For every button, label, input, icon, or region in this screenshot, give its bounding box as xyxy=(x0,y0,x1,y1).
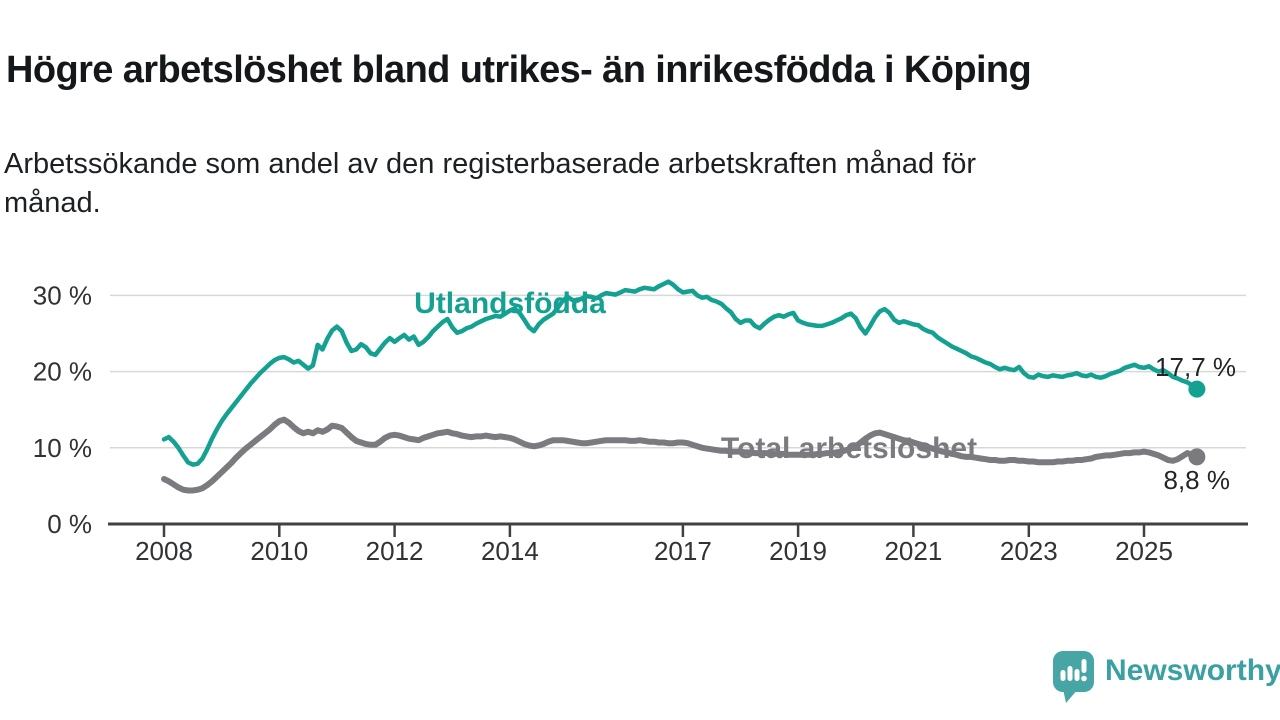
y-tick-label: 0 % xyxy=(47,509,92,539)
chart-subtitle: Arbetssökande som andel av den registerb… xyxy=(4,148,977,220)
end-dot-total-arbetsloshet xyxy=(1188,448,1206,466)
x-tick-label: 2021 xyxy=(884,536,942,566)
y-axis-tick-labels: 0 % 10 % 20 % 30 % xyxy=(33,280,92,539)
gridlines xyxy=(110,294,1246,449)
x-tick-label: 2023 xyxy=(1000,536,1058,566)
x-tick-label: 2025 xyxy=(1115,536,1173,566)
x-axis xyxy=(108,522,1248,537)
newsworthy-logotype: Newsworthy xyxy=(1105,654,1280,687)
series-label-total-arbetsloshet: Total arbetslöshet xyxy=(721,432,977,465)
x-tick-label: 2017 xyxy=(654,536,712,566)
x-tick-label: 2010 xyxy=(250,536,308,566)
y-tick-label: 30 % xyxy=(33,280,92,310)
newsworthy-logo: Newsworthy xyxy=(1052,650,1280,704)
end-value-label-total-arbetsloshet: 8,8 % xyxy=(1164,465,1231,495)
x-tick-label: 2012 xyxy=(366,536,424,566)
page-title: Högre arbetslöshet bland utrikes- än inr… xyxy=(6,49,1032,92)
x-tick-label: 2019 xyxy=(769,536,827,566)
end-value-label-utlandsfodda: 17,7 % xyxy=(1155,352,1236,382)
series-line-utlandsfodda xyxy=(161,279,1200,467)
series-label-utlandsfodda: Utlandsfödda xyxy=(414,287,606,320)
y-tick-label: 20 % xyxy=(33,357,92,387)
end-dot-utlandsfodda xyxy=(1188,380,1206,398)
x-tick-label: 2008 xyxy=(135,536,193,566)
y-tick-label: 10 % xyxy=(33,433,92,463)
x-axis-tick-labels: 2008 2010 2012 2014 2017 2019 2021 2023 2025 xyxy=(135,536,1173,566)
series-line-total-arbetsloshet xyxy=(161,416,1200,494)
newsworthy-speech-bubble-chart-icon xyxy=(1053,651,1094,703)
x-tick-label: 2014 xyxy=(481,536,539,566)
